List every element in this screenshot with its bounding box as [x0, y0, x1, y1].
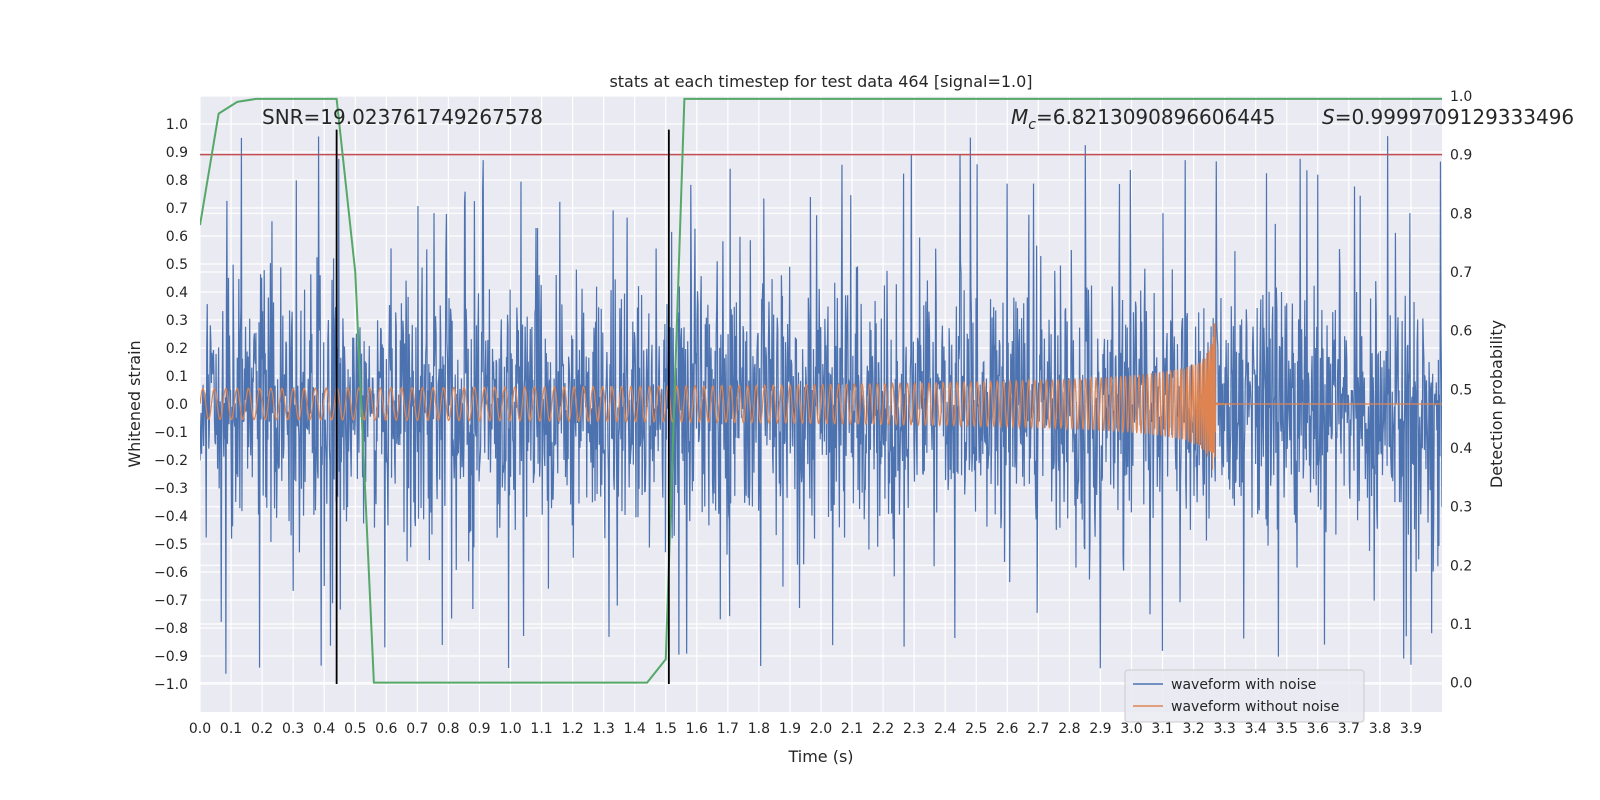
y-tick-label: 0.0: [166, 397, 188, 413]
y2-tick-label: 0.4: [1450, 441, 1472, 457]
y2-axis-label: Detection probability: [1487, 320, 1506, 488]
x-tick-label: 3.4: [1245, 721, 1267, 737]
chirp-mass-annotation: Mc=6.8213090896606445: [1011, 105, 1275, 133]
y2-tick-label: 0.8: [1450, 206, 1472, 222]
y-tick-label: −0.7: [154, 593, 188, 609]
x-tick-label: 1.4: [624, 721, 646, 737]
x-tick-label: 3.5: [1276, 721, 1298, 737]
x-tick-label: 3.2: [1182, 721, 1204, 737]
x-tick-label: 2.6: [996, 721, 1018, 737]
y-tick-label: 0.3: [166, 313, 188, 329]
x-tick-label: 3.6: [1307, 721, 1329, 737]
x-tick-label: 1.5: [655, 721, 677, 737]
spin-annotation: S=0.9999709129333496: [1322, 105, 1574, 129]
x-tick-label: 0.3: [282, 721, 304, 737]
y2-tick-label: 0.6: [1450, 324, 1472, 340]
x-tick-label: 2.8: [1058, 721, 1080, 737]
y-tick-label: −0.9: [154, 649, 188, 665]
grid: [199, 95, 1442, 712]
x-tick-label: 3.1: [1151, 721, 1173, 737]
y-tick-label: −0.3: [154, 481, 188, 497]
x-tick-label: 1.8: [748, 721, 770, 737]
legend-label-clean: waveform without noise: [1171, 699, 1339, 715]
x-tick-label: 1.7: [717, 721, 739, 737]
x-tick-label: 2.7: [1027, 721, 1049, 737]
y-tick-label: −0.6: [154, 565, 188, 581]
y2-tick-label: 1.0: [1450, 89, 1472, 105]
x-tick-label: 2.2: [872, 721, 894, 737]
y-tick-label: −0.2: [154, 453, 188, 469]
y-tick-label: 0.8: [166, 173, 188, 189]
x-tick-label: 1.9: [779, 721, 801, 737]
x-tick-label: 0.8: [437, 721, 459, 737]
y-axis-label: Whitened strain: [125, 340, 144, 467]
x-tick-label: 0.7: [406, 721, 428, 737]
y2-tick-label: 0.1: [1450, 617, 1472, 633]
x-tick-label: 3.8: [1369, 721, 1391, 737]
y-tick-label: −0.8: [154, 621, 188, 637]
x-tick-label: 0.6: [375, 721, 397, 737]
x-tick-label: 2.1: [841, 721, 863, 737]
x-tick-label: 0.9: [468, 721, 490, 737]
vertical-markers: [335, 129, 670, 684]
y-tick-label: −0.1: [154, 425, 188, 441]
y-tick-label: 0.1: [166, 369, 188, 385]
y2-tick-label: 0.2: [1450, 558, 1472, 574]
x-tick-label: 2.3: [903, 721, 925, 737]
legend-label-noisy: waveform with noise: [1171, 677, 1316, 693]
y-axis-ticks: 1.0 0.9 0.8 0.7 0.6 0.5 0.4 0.3 0.2 0.1 0.0 −0.1 −0.…: [154, 117, 188, 693]
y-tick-label: 0.7: [166, 201, 188, 217]
legend: waveform with noise waveform without noi…: [1124, 669, 1365, 723]
x-tick-label: 2.5: [965, 721, 987, 737]
x-tick-label: 0.4: [313, 721, 335, 737]
y-tick-label: 0.6: [166, 229, 188, 245]
y2-tick-label: 0.7: [1450, 265, 1472, 281]
series-detection-probability: [200, 97, 1442, 684]
y-tick-label: 0.5: [166, 257, 188, 273]
x-tick-label: 1.6: [686, 721, 708, 737]
x-tick-label: 0.5: [344, 721, 366, 737]
x-tick-label: 1.1: [530, 721, 552, 737]
x-tick-label: 3.0: [1120, 721, 1142, 737]
chart-title: stats at each timestep for test data 464…: [609, 72, 1032, 91]
y2-tick-label: 0.3: [1450, 500, 1472, 516]
y2-tick-label: 0.5: [1450, 382, 1472, 398]
x-tick-label: 1.3: [593, 721, 615, 737]
x-tick-label: 3.7: [1338, 721, 1360, 737]
y-tick-label: 0.4: [166, 285, 188, 301]
x-axis-label: Time (s): [787, 747, 853, 766]
x-axis-ticks: 0.0 0.1 0.2 0.3 0.4 0.5 0.6 0.7 0.8 0.9 1.0 1.1 1.2 1…: [189, 721, 1422, 737]
x-tick-label: 3.9: [1400, 721, 1422, 737]
y-tick-label: −0.4: [154, 509, 188, 525]
y-tick-label: 0.2: [166, 341, 188, 357]
x-tick-label: 2.4: [934, 721, 956, 737]
x-tick-label: 3.3: [1214, 721, 1236, 737]
y-tick-label: −0.5: [154, 537, 188, 553]
x-tick-label: 0.0: [189, 721, 211, 737]
x-tick-label: 2.0: [810, 721, 832, 737]
snr-annotation: SNR=19.023761749267578: [262, 105, 543, 129]
y-tick-label: 0.9: [166, 145, 188, 161]
x-tick-label: 0.1: [220, 721, 242, 737]
y-tick-label: −1.0: [154, 677, 188, 693]
legend-box: [1124, 669, 1365, 723]
x-tick-label: 0.2: [251, 721, 273, 737]
x-tick-label: 1.2: [561, 721, 583, 737]
x-tick-label: 1.0: [499, 721, 521, 737]
y2-tick-label: 0.0: [1450, 676, 1472, 692]
series-waveform-with-noise: [200, 136, 1442, 674]
series-waveform-without-noise: [200, 322, 1442, 470]
y2-tick-label: 0.9: [1450, 148, 1472, 164]
y2-axis-ticks: 0.0 0.1 0.2 0.3 0.4 0.5 0.6 0.7 0.8 0.9 1.0: [1450, 89, 1472, 692]
y-tick-label: 1.0: [166, 117, 188, 133]
x-tick-label: 2.9: [1089, 721, 1111, 737]
